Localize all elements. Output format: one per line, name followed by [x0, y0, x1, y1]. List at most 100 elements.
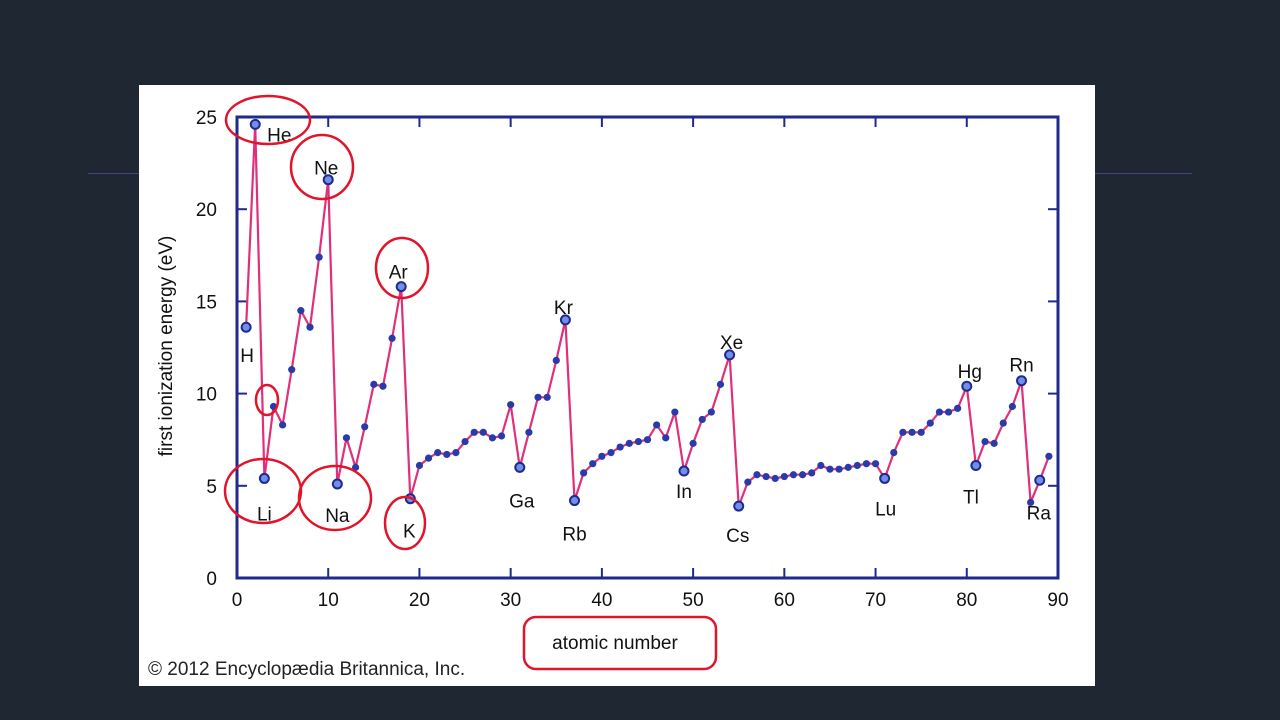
highlight-point [240, 321, 252, 333]
element-label-tl: Tl [963, 488, 979, 509]
data-point [552, 356, 560, 365]
element-label-ra: Ra [1027, 503, 1052, 524]
data-point [954, 404, 962, 412]
annotation-circle-k [383, 495, 427, 551]
data-point [589, 460, 597, 468]
highlight-point [970, 460, 982, 472]
x-tick-label: 10 [318, 590, 339, 611]
series-line [245, 123, 1050, 508]
x-tick-label: 30 [500, 590, 521, 611]
accent-line-left [88, 173, 140, 174]
data-point [424, 454, 433, 462]
data-point [744, 478, 752, 486]
element-label-rb: Rb [562, 525, 586, 546]
x-tick-label: 40 [591, 590, 612, 611]
data-point [753, 471, 761, 479]
x-tick-label: 50 [683, 590, 704, 611]
data-point [580, 469, 588, 477]
element-label-ar: Ar [389, 263, 409, 284]
data-point [981, 437, 989, 446]
annotation-circle-be [254, 383, 280, 417]
highlight-point [569, 495, 581, 507]
data-point [798, 471, 807, 479]
data-point [926, 419, 934, 427]
highlight-point [514, 461, 526, 473]
data-point [434, 449, 442, 457]
data-point [689, 439, 697, 447]
data-point [771, 474, 779, 483]
highlight-point [258, 472, 270, 484]
data-point [370, 380, 378, 388]
data-point [890, 449, 898, 457]
data-point [990, 439, 998, 447]
element-label-lu: Lu [875, 499, 896, 520]
data-point [279, 421, 287, 429]
y-axis-title: first ionization energy (eV) [156, 236, 177, 457]
data-point [698, 415, 706, 424]
highlight-point [559, 314, 571, 326]
chart-panel: 0 10 20 30 40 50 60 70 80 90 0 5 10 15 20 25 H He Li Ne Na A… [139, 85, 1095, 686]
element-label-in: In [676, 482, 692, 503]
y-tick-label: 20 [196, 200, 217, 221]
data-point [607, 449, 615, 457]
data-point [461, 437, 469, 446]
data-point [342, 434, 351, 442]
data-point [844, 463, 852, 471]
y-tick-label: 10 [196, 385, 217, 406]
data-point [479, 428, 487, 436]
data-point [634, 437, 642, 446]
data-point [944, 408, 953, 416]
data-point [361, 423, 369, 431]
data-point [643, 436, 652, 444]
x-tick-label: 70 [865, 590, 886, 611]
highlight-point [879, 472, 891, 484]
x-tick-label: 0 [232, 590, 243, 611]
element-label-k: K [403, 522, 416, 543]
element-label-li: Li [257, 504, 272, 525]
data-point [625, 439, 633, 447]
highlight-point [733, 500, 745, 512]
plot-frame [235, 115, 1060, 580]
element-label-h: H [240, 346, 254, 367]
data-point [935, 408, 944, 416]
data-point [671, 408, 679, 416]
copyright-text: © 2012 Encyclopædia Britannica, Inc. [148, 659, 465, 680]
highlight-point [1034, 474, 1046, 486]
data-point [1027, 498, 1035, 506]
data-point [598, 452, 606, 460]
data-point [716, 380, 725, 388]
data-point [315, 253, 323, 261]
data-point [826, 465, 834, 473]
data-point [817, 461, 825, 470]
data-point [808, 469, 816, 477]
data-point [789, 471, 798, 479]
highlight-point [331, 478, 343, 490]
data-point [443, 450, 451, 459]
data-point [917, 428, 925, 436]
annotation-circle-ne [289, 133, 355, 201]
data-point [488, 434, 497, 442]
data-point [1008, 402, 1016, 411]
data-point [899, 428, 907, 436]
data-point [707, 408, 715, 416]
element-label-kr: Kr [554, 298, 574, 319]
highlight-point [395, 281, 407, 293]
data-point [780, 472, 788, 481]
data-point [452, 449, 460, 457]
x-tick-label: 20 [409, 590, 430, 611]
data-point [379, 382, 387, 390]
data-point [653, 421, 661, 429]
annotation-box-axis-title [522, 615, 718, 671]
element-label-na: Na [325, 506, 350, 527]
element-label-rn: Rn [1009, 356, 1033, 377]
annotation-circle-he [224, 94, 312, 146]
data-point [497, 432, 506, 440]
x-axis-title: atomic number [552, 633, 678, 654]
x-tick-label: 60 [774, 590, 795, 611]
y-tick-label: 15 [196, 292, 217, 313]
data-point [835, 465, 843, 473]
data-point [616, 443, 624, 451]
y-tick-label: 0 [206, 569, 217, 590]
data-point [862, 460, 871, 468]
accent-line-right [1095, 173, 1192, 174]
